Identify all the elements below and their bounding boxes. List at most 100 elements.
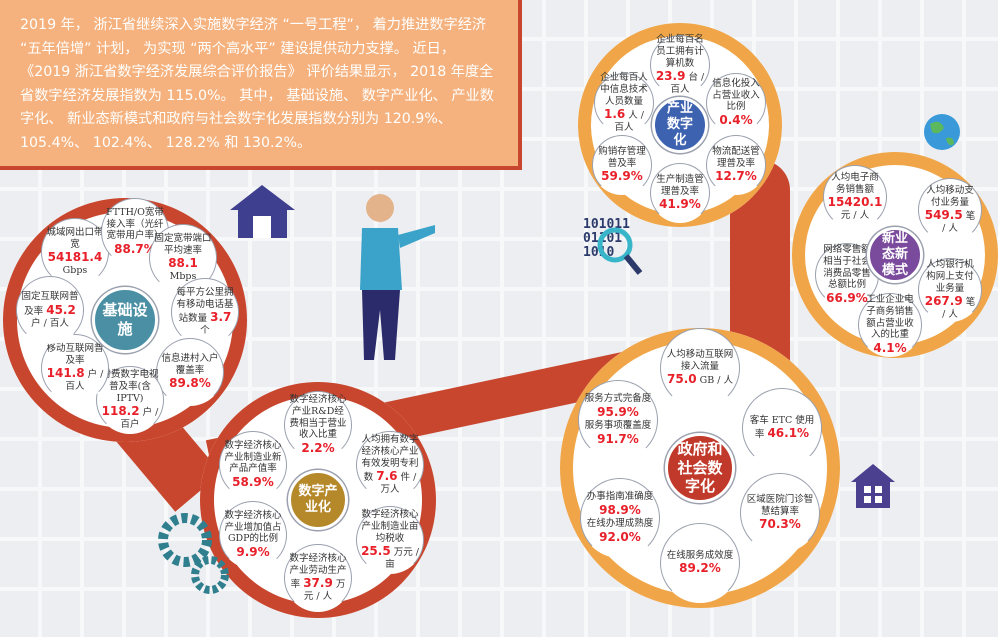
indicator-item: 数字经济核心产业劳动生产率 37.9 万元 / 人 (284, 544, 352, 612)
indicator-value: 95.9% (597, 405, 639, 419)
new-forms-hub-title: 新业态新模式 (867, 227, 923, 283)
indicator-unit: 万元 / 人 (303, 579, 346, 603)
indicator-value: 41.9% (659, 197, 701, 212)
person-figure-icon (360, 194, 435, 360)
industry-digitization-hub-title: 产业数字化 (652, 97, 708, 153)
indicator-label: 服务方式完备度 (584, 393, 652, 405)
indicator-label: 人均电子商务销售额 (831, 171, 879, 195)
indicator-value: 0.4% (719, 113, 753, 128)
indicator-unit: 件 / 万人 (380, 472, 417, 496)
indicator-unit: 个 (200, 325, 210, 337)
indicator-item: 人均银行机构网上支付业务量 267.9 笔 / 人 (918, 258, 982, 322)
indicator-label: 人均移动互联网接入流量 (666, 348, 734, 372)
indicator-value: 89.8% (169, 376, 211, 391)
indicator-label: 购销存管理普及率 (598, 145, 646, 169)
indicator-value: 23.9 (655, 69, 686, 84)
indicator-item: 生产制造管理普及率 41.9% (650, 163, 710, 223)
indicator-unit: 户 / 百人 (65, 369, 104, 393)
indicator-value: 9.9% (236, 545, 270, 560)
indicator-value: 66.9% (826, 291, 868, 306)
indicator-item: 数字经济核心产业R&D经费相当于营业收入比重 2.2% (284, 391, 352, 459)
indicator-label: 企业每百名员工拥有计算机数 (656, 33, 704, 69)
indicator-value: 3.7 (210, 310, 232, 325)
indicator-unit: Mbps (169, 271, 197, 283)
indicator-label: 区域医院门诊智慧结算率 (746, 493, 814, 517)
indicator-unit: 元 / 人 (840, 210, 870, 222)
indicator-value: 70.3% (759, 517, 801, 532)
indicator-item: 客车 ETC 使用率 46.1% (742, 388, 822, 468)
indicator-label: FTTH/O宽带接入率（光纤宽带用户率） (106, 206, 164, 242)
indicator-value: 118.2 (101, 404, 140, 419)
indicator-item: 信息化投入占营业收入比例 0.4% (706, 73, 766, 133)
indicator-value: 25.5 (361, 544, 391, 559)
indicator-label: 物流配送管理普及率 (712, 145, 760, 169)
indicator-item: 企业每百名员工拥有计算机数 23.9 台 / 百人 (650, 33, 710, 96)
indicator-value: 59.9% (601, 169, 643, 184)
indicator-value: 54181.4 (47, 250, 103, 265)
indicator-unit: GB / 人 (699, 375, 733, 387)
indicator-value: 98.9% (599, 503, 641, 517)
indicator-label: 工业企业电子商务销售额占营业收入的比重 (866, 293, 914, 341)
indicator-value: 141.8 (46, 366, 85, 381)
indicator-unit: 万元 / 亩 (385, 547, 419, 571)
indicator-label: 在线办理成熟度 (586, 518, 654, 529)
indicator-label: 数字经济核心产业劳动生产率 (289, 552, 347, 591)
indicator-item: 人均电子商务销售额 15420.1 元 / 人 (823, 165, 887, 229)
indicator-label: 固定互联网普及率 (21, 290, 79, 317)
indicator-value: 549.5 (924, 208, 963, 223)
indicator-unit: 笔 / 人 (942, 211, 976, 235)
indicator-value: 46.1% (767, 426, 810, 441)
indicator-unit: 笔 / 人 (942, 297, 976, 321)
indicator-label: 城域网出口带宽 (46, 226, 104, 250)
indicator-label: 客车 ETC 使用率 (749, 414, 815, 441)
indicator-unit: Gbps (62, 265, 88, 277)
indicator-value: 2.2% (301, 441, 335, 456)
indicator-unit: 台 / 百人 (670, 72, 705, 96)
indicator-item: 移动互联网普及率 141.8 户 / 百人 (41, 334, 109, 402)
indicator-item: FTTH/O宽带接入率（光纤宽带用户率） 88.7% (101, 198, 169, 266)
indicator-item: 信息进村入户覆盖率 89.8% (156, 338, 224, 406)
indicator-value: 4.1% (873, 341, 907, 356)
indicator-label: 生产制造管理普及率 (656, 173, 704, 197)
indicator-label: 固定宽带端口平均速率 (154, 232, 212, 256)
indicator-label: 每平方公里拥有移动电话基站数量 (176, 286, 234, 325)
indicator-item: 在线服务成效度 89.2% (660, 523, 740, 603)
indicator-value: 58.9% (232, 475, 274, 490)
indicator-value: 75.0 (667, 372, 697, 387)
indicator-label: 付费数字电视普及率(含IPTV) (101, 368, 159, 404)
indicator-value: 88.7% (114, 242, 156, 257)
digital-industrialization-hub-title: 数字产业化 (288, 470, 348, 530)
indicator-item: 人均移动互联网接入流量 75.0 GB / 人 (660, 328, 740, 408)
intro-text-box: 2019 年， 浙江省继续深入实施数字经济 “一号工程”， 着力推进数字经济 “… (0, 0, 522, 170)
indicator-value: 92.0% (599, 529, 641, 544)
indicator-label: 在线服务成效度 (666, 549, 734, 561)
indicator-label: 数字经济核心产业R&D经费相当于营业收入比重 (289, 393, 347, 441)
government-society-hub-title: 政府和社会数字化 (665, 433, 735, 503)
indicator-value: 91.7% (597, 431, 639, 446)
indicator-item: 每平方公里拥有移动电话基站数量 3.7 个 (171, 278, 239, 346)
indicator-item: 办事指南准确度 98.9% 在线办理成熟度 92.0% (580, 478, 660, 558)
indicator-item: 人均移动支付业务量 549.5 笔 / 人 (918, 178, 982, 242)
gear-icon (158, 513, 229, 594)
indicator-item: 网络零售额相当于社会消费品零售总额比例 66.9% (815, 243, 879, 307)
indicator-value: 88.1 (168, 256, 198, 271)
indicator-value: 37.9 (303, 576, 333, 591)
indicator-value: 267.9 (924, 294, 963, 309)
intro-paragraph: 2019 年， 浙江省继续深入实施数字经济 “一号工程”， 着力推进数字经济 “… (20, 17, 494, 151)
indicator-label: 网络零售额相当于社会消费品零售总额比例 (823, 243, 871, 291)
indicator-label: 人均移动支付业务量 (926, 184, 974, 208)
indicator-label: 数字经济核心产业增加值占GDP的比例 (224, 509, 282, 545)
indicator-unit: 户 / 百人 (31, 317, 69, 329)
indicator-item: 购销存管理普及率 59.9% (592, 135, 652, 195)
magnifier-icon (597, 227, 643, 275)
indicator-label: 信息进村入户覆盖率 (161, 352, 219, 376)
indicator-label: 企业每百人中信息技术人员数量 (600, 71, 648, 107)
indicator-item: 数字经济核心产业制造业新产品产值率 58.9% (219, 431, 287, 499)
indicator-item: 区域医院门诊智慧结算率 70.3% (740, 473, 820, 553)
indicator-item: 企业每百人中信息技术人员数量 1.6 人 / 百人 (594, 71, 654, 133)
indicator-value: 15420.1 (827, 195, 883, 210)
indicator-item: 数字经济核心产业增加值占GDP的比例 9.9% (219, 501, 287, 569)
indicator-item: 固定互联网普及率 45.2 户 / 百人 (16, 276, 84, 344)
indicator-item: 服务方式完备度 95.9% 服务事项覆盖度 91.7% (578, 380, 658, 460)
indicator-label: 数字经济核心产业制造业新产品产值率 (224, 439, 282, 475)
